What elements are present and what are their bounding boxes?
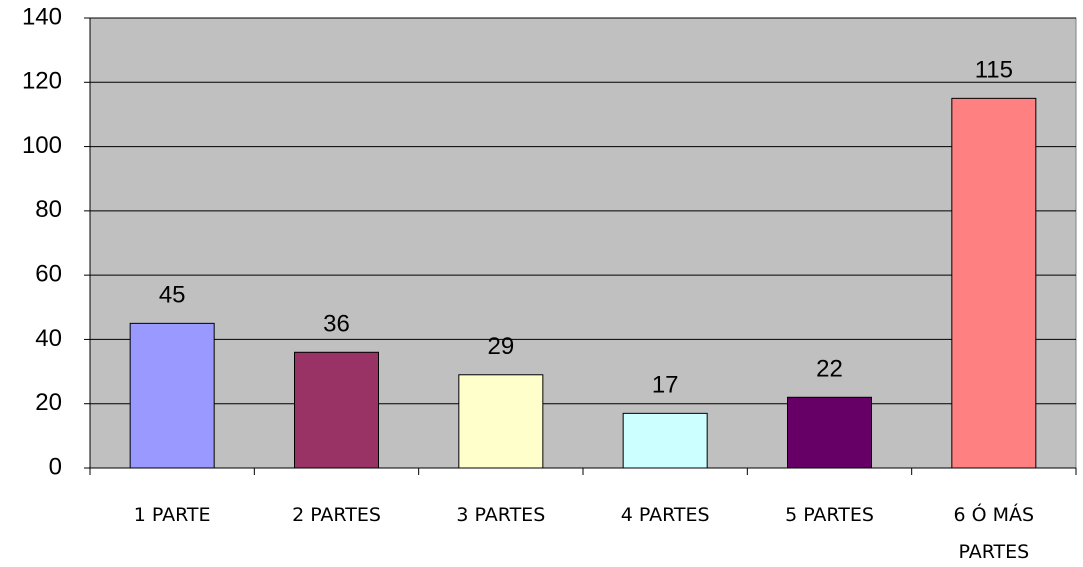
bar <box>294 351 379 469</box>
x-tick-label: 4 PARTES <box>620 504 710 526</box>
bar <box>622 412 708 469</box>
bar <box>787 396 872 469</box>
bar <box>129 322 215 469</box>
data-label: 36 <box>323 311 350 338</box>
y-tick-label: 60 <box>35 260 62 287</box>
plot-area <box>89 17 1077 469</box>
y-tick-label: 40 <box>35 325 62 352</box>
y-tick-label: 100 <box>22 132 62 159</box>
x-tick-label: 2 PARTES <box>292 504 381 526</box>
y-tick-label: 20 <box>35 389 62 416</box>
y-tick-label: 120 <box>22 68 62 95</box>
y-tick-label: 0 <box>49 453 62 480</box>
y-tick-label: 140 <box>22 3 62 30</box>
data-label: 22 <box>816 356 843 383</box>
data-label: 29 <box>487 333 514 360</box>
bar <box>458 374 544 469</box>
x-tick-label: 3 PARTES <box>456 504 546 526</box>
data-label: 45 <box>159 282 186 309</box>
data-label: 115 <box>975 57 1013 84</box>
y-tick-label: 80 <box>35 196 62 223</box>
x-tick-label: 5 PARTES <box>785 504 874 526</box>
data-label: 17 <box>652 372 679 399</box>
x-tick-label: 6 Ó MÁS PARTES <box>953 504 1035 563</box>
x-tick-label: 1 PARTE <box>133 504 211 526</box>
bar <box>951 97 1037 469</box>
